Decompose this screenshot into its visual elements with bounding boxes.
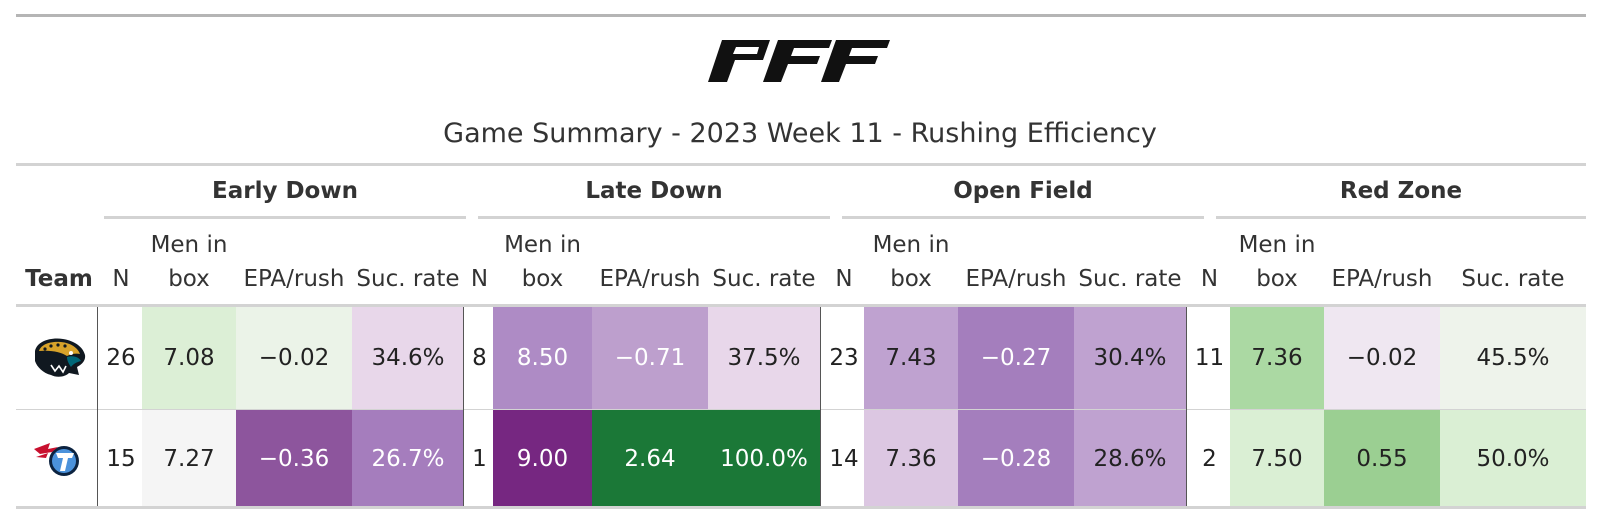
title-rule [16,163,1586,166]
column-header-red-zone-men-in-box: Men in box [1230,232,1324,296]
cell-jaguars-open-field-n: 23 [824,307,864,409]
column-header-line: box [1256,266,1298,292]
column-header-open-field-men-in-box: Men in box [864,232,958,296]
column-header-line: Men in [150,232,228,258]
cell-jaguars-early-down-success-rate: 34.6% [352,307,464,409]
column-header-line: Men in [504,232,581,258]
team-cell-jaguars [20,307,98,409]
cell-titans-late-down-success-rate: 100.0% [708,410,820,507]
cell-jaguars-early-down-epa-per-rush: −0.02 [236,307,352,409]
team-column-separator [97,307,98,506]
column-header-late-down-epa-per-rush: EPA/rush [599,266,701,292]
table-title: Game Summary - 2023 Week 11 - Rushing Ef… [443,118,1157,149]
column-header-early-down-men-in-box: Men in box [142,232,236,296]
column-header-line: box [168,266,210,292]
column-header-team: Team [25,266,93,292]
cell-titans-open-field-n: 14 [824,410,864,507]
column-header-open-field-n: N [835,266,853,292]
cell-titans-late-down-epa-per-rush: 2.64 [592,410,708,507]
group-rule-open-field [842,216,1204,219]
column-header-early-down-success-rate: Suc. rate [356,266,460,292]
cell-jaguars-red-zone-success-rate: 45.5% [1440,307,1586,409]
cell-titans-red-zone-n: 2 [1189,410,1230,507]
column-header-early-down-epa-per-rush: EPA/rush [243,266,345,292]
cell-jaguars-late-down-men-in-box: 8.50 [493,307,592,409]
group-separator-late-open [820,307,821,506]
cell-titans-early-down-success-rate: 26.7% [352,410,464,507]
cell-jaguars-late-down-n: 8 [466,307,493,409]
cell-jaguars-open-field-epa-per-rush: −0.27 [958,307,1074,409]
cell-titans-open-field-epa-per-rush: −0.28 [958,410,1074,507]
column-header-late-down-success-rate: Suc. rate [712,266,816,292]
titans-logo-icon [34,442,79,476]
column-header-line: Men in [1238,232,1316,258]
column-header-red-zone-n: N [1200,266,1219,292]
row-rule [16,409,1586,410]
cell-jaguars-red-zone-epa-per-rush: −0.02 [1324,307,1440,409]
cell-titans-late-down-n: 1 [466,410,493,507]
jaguars-logo-icon [35,338,86,377]
cell-jaguars-early-down-men-in-box: 7.08 [142,307,236,409]
column-header-red-zone-success-rate: Suc. rate [1461,266,1565,292]
cell-titans-red-zone-success-rate: 50.0% [1440,410,1586,507]
cell-titans-early-down-men-in-box: 7.27 [142,410,236,507]
group-separator-open-red [1186,307,1187,506]
column-header-line: box [890,266,932,292]
cell-jaguars-open-field-success-rate: 30.4% [1074,307,1186,409]
column-header-open-field-success-rate: Suc. rate [1078,266,1182,292]
column-header-red-zone-epa-per-rush: EPA/rush [1331,266,1433,292]
group-separator-early-late [463,307,464,506]
group-header-red-zone: Red Zone [1339,178,1463,204]
column-header-line: Men in [872,232,950,258]
cell-titans-early-down-epa-per-rush: −0.36 [236,410,352,507]
column-header-late-down-men-in-box: Men in box [493,232,592,296]
cell-titans-early-down-n: 15 [100,410,142,507]
group-rule-red-zone [1216,216,1586,219]
group-header-early-down: Early Down [212,178,358,204]
group-header-open-field: Open Field [953,178,1093,204]
column-header-open-field-epa-per-rush: EPA/rush [965,266,1067,292]
column-header-early-down-n: N [112,266,130,292]
cell-jaguars-red-zone-men-in-box: 7.36 [1230,307,1324,409]
group-rule-early-down [104,216,466,219]
column-header-line: box [521,266,564,292]
column-header-late-down-n: N [470,266,489,292]
header-rule [16,304,1586,307]
bottom-rule [16,506,1586,509]
group-rule-late-down [478,216,830,219]
cell-titans-open-field-success-rate: 28.6% [1074,410,1186,507]
group-header-late-down: Late Down [585,178,723,204]
team-cell-titans [20,410,98,507]
cell-jaguars-early-down-n: 26 [100,307,142,409]
top-rule [16,14,1586,17]
cell-titans-red-zone-epa-per-rush: 0.55 [1324,410,1440,507]
cell-jaguars-red-zone-n: 11 [1189,307,1230,409]
cell-jaguars-open-field-men-in-box: 7.43 [864,307,958,409]
pff-logo [708,40,890,82]
cell-titans-red-zone-men-in-box: 7.50 [1230,410,1324,507]
cell-jaguars-late-down-epa-per-rush: −0.71 [592,307,708,409]
cell-titans-late-down-men-in-box: 9.00 [493,410,592,507]
cell-jaguars-late-down-success-rate: 37.5% [708,307,820,409]
cell-titans-open-field-men-in-box: 7.36 [864,410,958,507]
